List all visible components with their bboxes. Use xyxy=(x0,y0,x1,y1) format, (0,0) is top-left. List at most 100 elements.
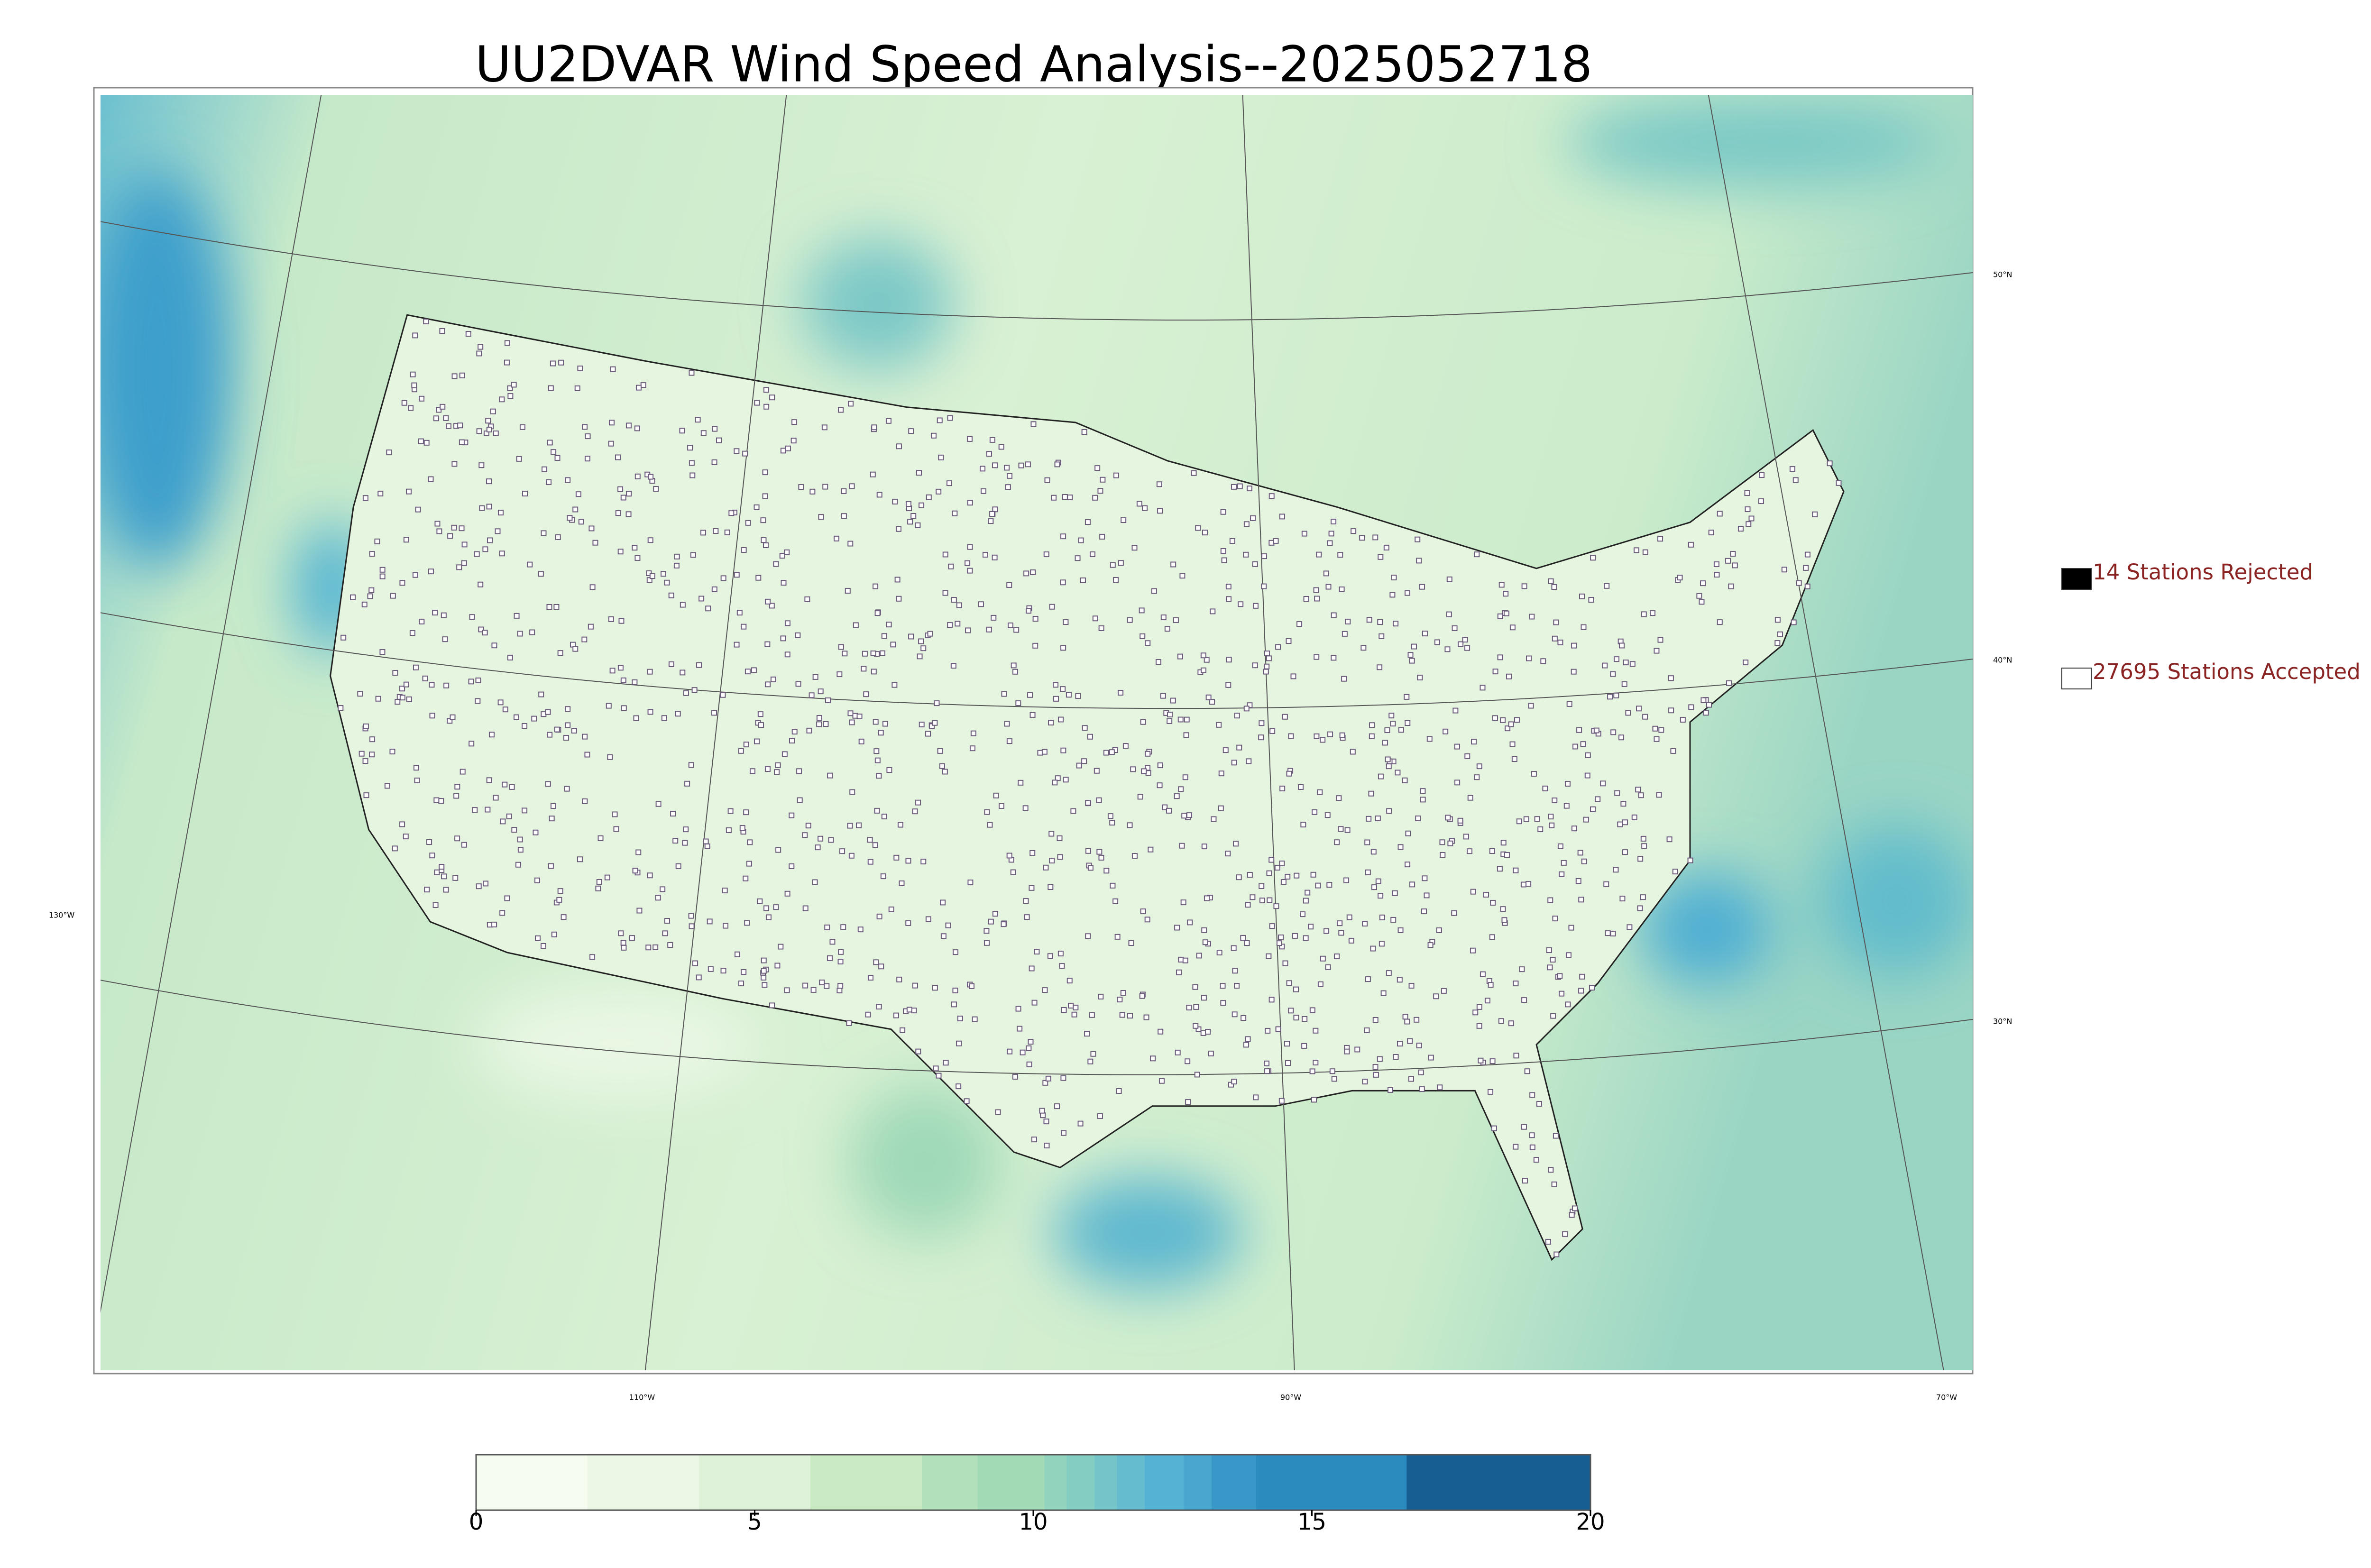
station-marker xyxy=(558,359,564,366)
station-marker xyxy=(1205,1029,1211,1035)
station-marker xyxy=(422,675,428,681)
station-marker xyxy=(368,587,375,593)
station-marker xyxy=(433,797,440,803)
station-marker xyxy=(615,454,621,460)
station-marker xyxy=(447,718,453,724)
station-marker xyxy=(937,748,943,754)
parallel-line xyxy=(101,612,1973,709)
station-marker xyxy=(1621,681,1627,687)
station-marker xyxy=(1668,707,1674,714)
station-marker xyxy=(834,535,840,541)
station-marker xyxy=(1497,866,1503,872)
station-marker xyxy=(942,551,948,558)
station-marker xyxy=(840,924,846,930)
station-marker xyxy=(897,822,903,828)
station-marker xyxy=(1386,808,1392,814)
station-marker xyxy=(454,784,460,790)
colorbar-tick-label: 10 xyxy=(1019,1509,1048,1535)
station-marker xyxy=(374,538,380,544)
station-marker xyxy=(797,797,803,803)
station-marker xyxy=(1048,720,1054,726)
station-marker xyxy=(609,668,616,674)
station-marker xyxy=(1557,843,1563,849)
station-marker xyxy=(943,1060,949,1066)
meridian-line xyxy=(644,95,787,1370)
station-marker xyxy=(746,861,752,867)
station-marker xyxy=(1231,760,1237,766)
station-marker xyxy=(1614,656,1620,662)
station-marker xyxy=(647,537,653,543)
station-marker xyxy=(1521,583,1527,589)
station-marker xyxy=(1398,727,1404,733)
station-marker xyxy=(1569,1212,1575,1218)
station-marker xyxy=(1266,953,1272,959)
station-marker xyxy=(1434,639,1440,645)
station-marker xyxy=(1237,483,1243,489)
parallel-line xyxy=(101,221,1973,321)
station-marker xyxy=(1268,997,1275,1003)
station-marker xyxy=(946,480,952,486)
station-marker xyxy=(711,459,717,465)
station-marker xyxy=(1025,461,1031,468)
station-marker xyxy=(1699,599,1705,605)
station-marker xyxy=(1713,561,1719,568)
station-marker xyxy=(486,426,492,432)
station-marker xyxy=(1063,619,1069,625)
station-marker xyxy=(910,513,917,519)
station-marker xyxy=(1497,613,1503,619)
station-marker xyxy=(670,811,676,817)
station-marker xyxy=(1387,1087,1393,1093)
station-marker xyxy=(1397,927,1404,933)
station-marker xyxy=(795,632,801,638)
station-marker xyxy=(1579,593,1585,599)
station-marker xyxy=(952,987,958,993)
station-marker xyxy=(1427,942,1434,948)
station-marker xyxy=(1629,661,1636,667)
station-marker xyxy=(1604,583,1610,589)
station-marker xyxy=(1390,917,1397,923)
station-marker xyxy=(1218,805,1224,811)
station-marker xyxy=(1221,557,1227,563)
station-marker xyxy=(1122,743,1129,749)
station-marker xyxy=(1043,1119,1049,1125)
station-marker xyxy=(1411,643,1417,650)
station-marker xyxy=(1031,1137,1037,1143)
station-marker xyxy=(967,544,973,550)
station-marker xyxy=(1278,934,1284,940)
station-marker xyxy=(908,428,914,434)
station-marker xyxy=(1001,691,1007,697)
station-marker xyxy=(1054,461,1060,468)
station-marker xyxy=(1553,619,1559,625)
station-marker xyxy=(1006,582,1012,588)
station-marker xyxy=(1796,580,1802,586)
station-marker xyxy=(640,382,646,388)
station-marker xyxy=(542,466,548,472)
station-marker xyxy=(728,510,735,516)
station-marker xyxy=(529,629,535,635)
station-marker xyxy=(379,573,386,579)
station-marker xyxy=(967,880,974,886)
station-marker xyxy=(517,836,523,843)
station-marker xyxy=(1559,871,1565,877)
station-marker xyxy=(1193,1023,1199,1029)
station-marker xyxy=(504,340,510,346)
station-marker xyxy=(1268,493,1275,499)
station-marker xyxy=(478,626,484,633)
station-marker xyxy=(1231,1079,1237,1085)
station-marker xyxy=(1170,561,1176,568)
station-marker xyxy=(572,646,579,652)
station-marker xyxy=(754,504,760,510)
station-marker xyxy=(617,665,624,671)
station-marker xyxy=(1378,893,1384,899)
station-marker xyxy=(432,610,438,616)
station-marker xyxy=(1250,515,1256,521)
station-marker xyxy=(784,620,790,626)
station-marker xyxy=(509,784,515,790)
station-marker xyxy=(870,471,876,477)
station-marker xyxy=(428,569,434,575)
station-marker xyxy=(1791,619,1797,625)
station-marker xyxy=(1641,611,1647,617)
station-marker xyxy=(734,642,740,648)
station-marker xyxy=(1562,1231,1568,1237)
station-marker xyxy=(1522,1178,1528,1184)
